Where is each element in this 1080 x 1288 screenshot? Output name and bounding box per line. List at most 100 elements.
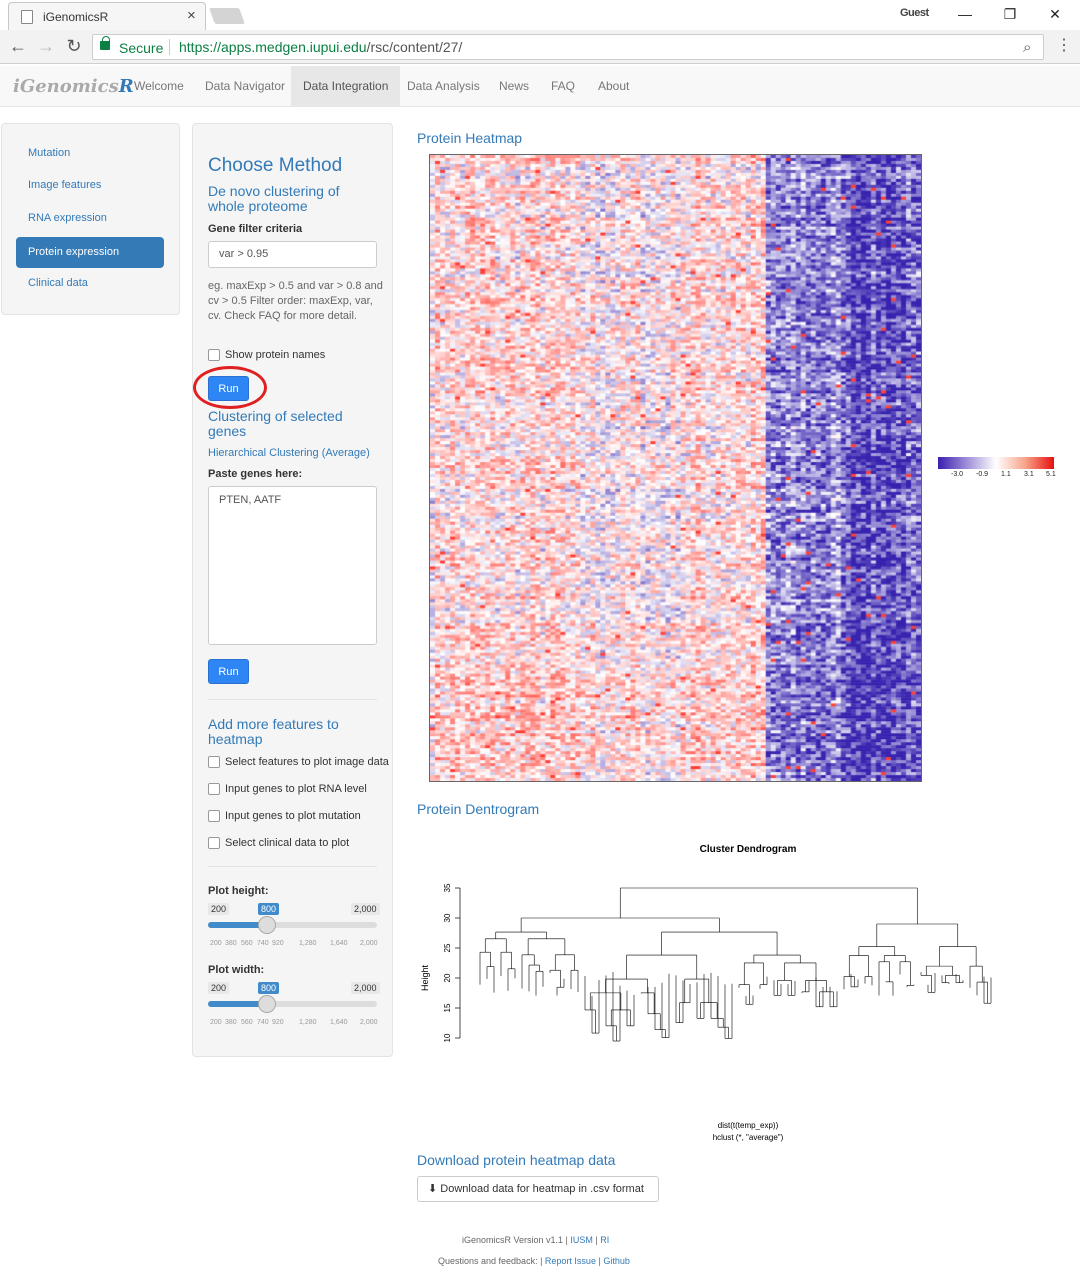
brand-prefix: iGenomics: [13, 76, 119, 97]
address-bar[interactable]: Secure https://apps.medgen.iupui.edu/rsc…: [92, 34, 1044, 60]
legend-tick: -3.0: [951, 471, 964, 478]
rna-level-label: Input genes to plot RNA level: [225, 783, 367, 795]
legend-tick: 1.1: [1001, 471, 1011, 478]
close-tab-icon[interactable]: ×: [187, 7, 196, 24]
tick-label: 920: [272, 940, 284, 947]
run-selected-button[interactable]: Run: [208, 659, 249, 684]
nav-welcome[interactable]: Welcome: [134, 79, 184, 93]
y-tick-label: 10: [443, 1033, 452, 1042]
iusm-link[interactable]: IUSM: [570, 1235, 593, 1245]
image-data-checkbox[interactable]: [208, 756, 220, 768]
y-tick-label: 30: [443, 913, 452, 922]
height-slider[interactable]: [208, 922, 377, 928]
sidebar-item-image-features[interactable]: Image features: [28, 179, 102, 191]
filter-label: Gene filter criteria: [208, 223, 303, 235]
filter-input[interactable]: var > 0.95: [208, 241, 377, 268]
new-tab-button[interactable]: [209, 8, 245, 24]
width-max: 2,000: [351, 982, 380, 994]
tick-label: 560: [241, 940, 253, 947]
tick-label: 1,640: [330, 940, 348, 947]
nav-news[interactable]: News: [499, 79, 530, 93]
minimize-icon[interactable]: —: [958, 6, 972, 22]
restore-icon[interactable]: ❐: [1003, 6, 1017, 22]
browser-toolbar: ← → ↻ Secure https://apps.medgen.iupui.e…: [0, 30, 1080, 64]
nav-data-integration[interactable]: Data Integration: [291, 66, 401, 106]
browser-tab[interactable]: iGenomicsR ×: [8, 2, 206, 30]
filter-help-text: eg. maxExp > 0.5 and var > 0.8 and cv > …: [208, 280, 383, 322]
height-max: 2,000: [351, 903, 380, 915]
github-link[interactable]: Github: [603, 1256, 630, 1266]
mutation-checkbox[interactable]: [208, 810, 220, 822]
app-navbar: iGenomicsR Welcome Data Navigator Data I…: [0, 66, 1080, 107]
heatmap-color-legend: [938, 457, 1054, 469]
paste-label: Paste genes here:: [208, 468, 303, 480]
width-slider[interactable]: [208, 1001, 377, 1007]
tick-label: 1,280: [299, 1019, 317, 1026]
brand-logo[interactable]: iGenomicsR: [13, 76, 134, 97]
divider: [208, 866, 377, 867]
hierarchical-link[interactable]: Hierarchical Clustering (Average): [208, 447, 370, 459]
sidebar-item-rna-expression[interactable]: RNA expression: [28, 212, 107, 224]
show-names-label: Show protein names: [225, 349, 326, 361]
url-text[interactable]: https://apps.medgen.iupui.edu/rsc/conten…: [179, 39, 462, 55]
close-window-icon[interactable]: ✕: [1049, 6, 1061, 22]
divider: [169, 39, 170, 55]
protein-heatmap: [429, 154, 922, 782]
sidebar-item-mutation[interactable]: Mutation: [28, 147, 71, 159]
download-heading: Download protein heatmap data: [417, 1152, 616, 1168]
width-min: 200: [208, 982, 230, 994]
footer-version: iGenomicsR Version v1.1 | IUSM | RI: [462, 1235, 609, 1245]
nav-data-analysis[interactable]: Data Analysis: [407, 79, 480, 93]
tick-label: 2,000: [360, 940, 378, 947]
tick-label: 740: [257, 1019, 269, 1026]
tick-label: 2,000: [360, 1019, 378, 1026]
height-slider-handle[interactable]: [258, 916, 276, 934]
back-icon[interactable]: ←: [9, 36, 27, 56]
forward-icon[interactable]: →: [37, 36, 55, 56]
browser-menu-icon[interactable]: ⋮: [1056, 37, 1072, 54]
dendrogram-ylabel: Height: [420, 964, 430, 991]
clinical-label: Select clinical data to plot: [225, 837, 350, 849]
reload-icon[interactable]: ↻: [66, 36, 82, 56]
y-tick-label: 20: [443, 973, 452, 982]
sidebar-well: [1, 123, 180, 315]
nav-about[interactable]: About: [598, 79, 630, 93]
tick-label: 200: [210, 940, 222, 947]
legend-tick: 5.1: [1046, 471, 1056, 478]
download-button-label: Download data for heatmap in .csv format: [440, 1183, 644, 1195]
dendrogram-plot: Cluster Dendrogram Height 10 15 20 25 30 35 d…: [420, 844, 992, 1142]
divider: [208, 699, 377, 700]
sidebar-item-clinical-data[interactable]: Clinical data: [28, 277, 88, 289]
download-csv-button[interactable]: ⬇ Download data for heatmap in .csv form…: [417, 1176, 659, 1202]
y-tick-label: 35: [443, 883, 452, 892]
browser-titlebar: iGenomicsR × Guest — ❐ ✕: [0, 0, 1080, 30]
report-issue-link[interactable]: Report Issue: [544, 1256, 596, 1266]
width-label: Plot width:: [208, 964, 265, 976]
rna-level-checkbox[interactable]: [208, 783, 220, 795]
height-value: 800: [258, 903, 280, 915]
highlight-circle: [193, 366, 267, 409]
paste-genes-textarea[interactable]: PTEN, AATF: [208, 486, 377, 645]
width-slider-fill: [208, 1001, 267, 1007]
footer-separator: |: [595, 1235, 598, 1245]
dendrogram-xlabel: dist(t(temp_exp)): [718, 1121, 779, 1130]
height-slider-fill: [208, 922, 267, 928]
nav-faq[interactable]: FAQ: [551, 79, 576, 93]
show-names-checkbox[interactable]: [208, 349, 220, 361]
zoom-icon[interactable]: ⌕: [1023, 39, 1032, 56]
guest-profile[interactable]: Guest: [900, 7, 929, 19]
clinical-checkbox[interactable]: [208, 837, 220, 849]
secure-label: Secure: [119, 40, 164, 56]
y-tick-label: 15: [443, 1003, 452, 1012]
height-min: 200: [208, 903, 230, 915]
image-data-label: Select features to plot image data: [225, 756, 389, 768]
heatmap-title: Protein Heatmap: [417, 130, 523, 146]
width-slider-handle[interactable]: [258, 995, 276, 1013]
tick-label: 380: [225, 1019, 237, 1026]
sidebar-item-protein-expression[interactable]: Protein expression: [16, 237, 164, 268]
dendrogram-title: Cluster Dendrogram: [700, 844, 797, 855]
y-ticks: 10 15 20 25 30 35: [443, 883, 460, 1042]
nav-data-navigator[interactable]: Data Navigator: [205, 79, 286, 93]
ri-link[interactable]: RI: [600, 1235, 610, 1245]
dendrogram-method: hclust (*, "average"): [713, 1133, 784, 1142]
